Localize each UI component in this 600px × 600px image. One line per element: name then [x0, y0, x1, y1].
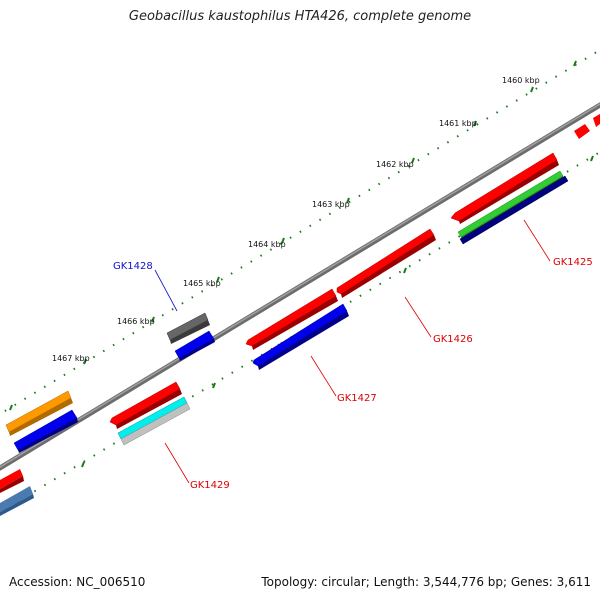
gene-bar — [170, 320, 210, 344]
gene-bar — [18, 418, 78, 453]
gene-bar — [0, 469, 23, 489]
gene-bar — [116, 389, 182, 429]
gene-bar — [0, 494, 34, 516]
gene-bar — [258, 311, 349, 370]
kbp-labels: 1460 kbp 1461 kbp 1462 kbp 1463 kbp 1464… — [52, 76, 540, 363]
gene-label-gk1427: GK1427 — [337, 393, 377, 404]
kbp-label: 1467 kbp — [52, 354, 90, 363]
kbp-label: 1462 kbp — [376, 160, 414, 169]
gene-bar — [459, 175, 569, 245]
gene-bar — [574, 124, 590, 139]
gene-bar — [336, 228, 435, 295]
gene-label-gk1428: GK1428 — [113, 261, 153, 272]
kbp-label: 1466 kbp — [117, 317, 155, 326]
accession-text: Accession: NC_006510 — [9, 575, 146, 589]
gene-bar — [593, 114, 600, 127]
gene-bar — [341, 235, 436, 298]
gene-bar — [179, 339, 215, 361]
genome-summary-text: Topology: circular; Length: 3,544,776 bp… — [261, 575, 591, 589]
gene-label-gk1425: GK1425 — [553, 257, 593, 268]
gene-bar — [9, 398, 73, 436]
gene-labels: GK1428 GK1425 GK1426 GK1427 GK1429 — [113, 257, 593, 491]
gene-bar — [0, 486, 33, 512]
kbp-label: 1465 kbp — [183, 279, 221, 288]
kbp-label: 1460 kbp — [502, 76, 540, 85]
gene-bar — [252, 296, 338, 350]
outer-tick-track — [0, 49, 600, 416]
kbp-label: 1464 kbp — [248, 240, 286, 249]
gene-label-gk1429: GK1429 — [190, 480, 230, 491]
gene-bar — [120, 402, 191, 446]
gene-bar — [0, 476, 24, 493]
gene-features — [0, 114, 600, 516]
kbp-label: 1461 kbp — [439, 119, 477, 128]
kbp-label: 1463 kbp — [312, 200, 350, 209]
callout-lines — [154, 219, 551, 484]
map-title: Geobacillus kaustophilus HTA426, complet… — [128, 9, 472, 24]
gene-label-gk1426: GK1426 — [433, 334, 473, 345]
genome-backbone — [0, 102, 600, 471]
gene-bar — [459, 160, 559, 224]
